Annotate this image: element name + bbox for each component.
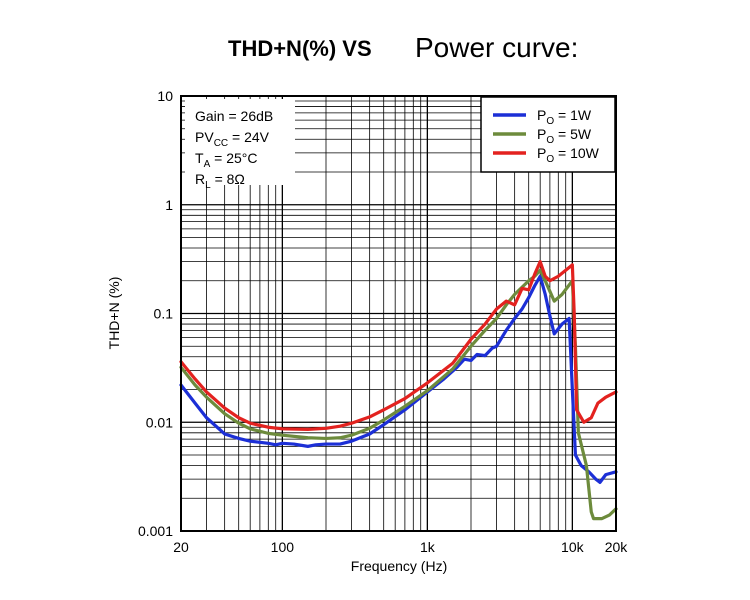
y-tick-label: 1 — [165, 197, 173, 213]
series-line-1 — [179, 274, 618, 484]
legend-label: PO = 1W — [537, 107, 592, 127]
x-tick-label: 20k — [605, 539, 629, 555]
series-line-2 — [179, 268, 618, 521]
x-tick-label: 10k — [561, 539, 585, 555]
y-tick-label: 10 — [157, 88, 173, 104]
x-axis-label: Frequency (Hz) — [351, 558, 447, 574]
legend-label: PO = 10W — [537, 145, 600, 165]
series-lines — [179, 260, 618, 521]
condition-text: TA = 25°C — [195, 150, 257, 170]
x-tick-label: 100 — [271, 539, 295, 555]
title-plain-text: Power curve: — [415, 32, 579, 63]
y-tick-label: 0.1 — [154, 306, 174, 322]
x-tick-label: 20 — [173, 539, 189, 555]
legend-label: PO = 5W — [537, 126, 592, 146]
y-tick-label: 0.01 — [146, 414, 173, 430]
condition-text: RL = 8Ω — [195, 171, 245, 191]
title-bold-text: THD+N(%) VS — [228, 36, 372, 61]
condition-text: Gain = 26dB — [195, 108, 273, 124]
y-axis-label: THD+N (%) — [106, 277, 122, 350]
series-line-3 — [179, 260, 618, 431]
tick-labels: 20 100 1k 10k 20k 0.001 0.01 0.1 1 10 — [138, 88, 628, 555]
page-title: THD+N(%) VS Power curve: — [0, 28, 750, 72]
x-tick-label: 1k — [420, 539, 436, 555]
condition-text: PVCC = 24V — [195, 129, 270, 149]
y-tick-label: 0.001 — [138, 523, 173, 539]
conditions-background — [185, 99, 295, 185]
plot-frame — [180, 95, 617, 532]
